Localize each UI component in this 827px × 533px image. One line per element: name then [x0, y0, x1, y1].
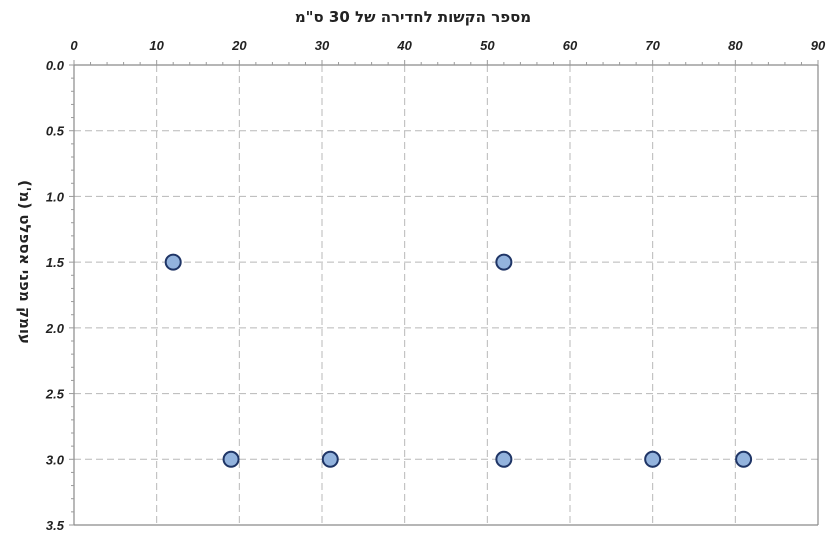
y-tick-label: 1.0: [46, 189, 65, 204]
x-tick-label: 50: [480, 38, 495, 53]
grid: [74, 65, 818, 525]
data-point: [495, 450, 513, 468]
x-axis-ticks: 0 10 20 30 40 50 60 70 80 90: [70, 38, 826, 65]
data-points: [164, 253, 753, 468]
data-point: [735, 450, 753, 468]
data-point: [495, 253, 513, 271]
y-tick-label: 2.0: [45, 321, 65, 336]
x-tick-label: 80: [728, 38, 743, 53]
x-tick-label: 30: [315, 38, 330, 53]
data-point: [321, 450, 339, 468]
x-axis-title: מספר הקשות לחדירה של 30 ס"מ: [295, 8, 531, 26]
y-axis-ticks: 0.0 0.5 1.0 1.5 2.0 2.5 3.0 3.5: [45, 58, 74, 533]
x-tick-label: 60: [563, 38, 578, 53]
y-tick-label: 2.5: [45, 387, 65, 402]
y-tick-label: 1.5: [46, 255, 65, 270]
x-tick-label: 10: [149, 38, 164, 53]
x-tick-label: 40: [396, 38, 412, 53]
y-tick-label: 0.5: [46, 124, 65, 139]
x-tick-label: 20: [231, 38, 247, 53]
x-tick-label: 90: [811, 38, 826, 53]
y-axis-title: עומק מפני אספלט (מ'): [16, 180, 34, 344]
y-tick-label: 3.5: [46, 518, 65, 533]
x-tick-label: 70: [645, 38, 660, 53]
data-point: [164, 253, 182, 271]
x-tick-label: 0: [70, 38, 78, 53]
y-tick-label: 0.0: [46, 58, 65, 73]
axes: [73, 64, 819, 526]
data-point: [222, 450, 240, 468]
y-tick-label: 3.0: [46, 452, 65, 467]
data-point: [644, 450, 662, 468]
